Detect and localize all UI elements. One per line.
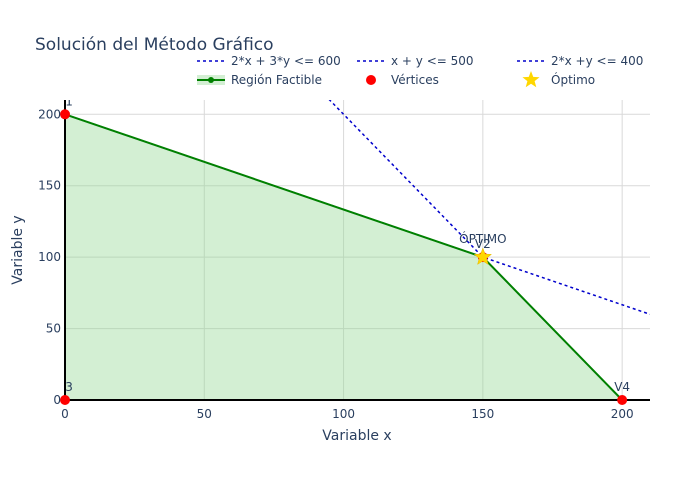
legend-label-feasible: Región Factible — [231, 73, 322, 87]
vertex-marker-v3 — [60, 395, 70, 405]
clipped-fill — [65, 114, 623, 400]
vertex-label-v2: V2 — [475, 237, 491, 251]
y-tick-label: 100 — [38, 250, 61, 264]
vertex-label-v3: V3 — [57, 380, 73, 394]
x-tick-label: 0 — [61, 407, 69, 421]
legend-label-constraint-2: x + y <= 500 — [391, 54, 474, 68]
vertex-label-v4: V4 — [614, 380, 630, 394]
legend-label-optimum: Óptimo — [551, 72, 595, 87]
legend[interactable]: 2*x + 3*y <= 600 x + y <= 500 2*x +y <= 40… — [197, 54, 643, 88]
y-tick-label: 150 — [38, 179, 61, 193]
annotations: V1 V2 V3 V4 ÓPTIMO — [57, 94, 630, 394]
legend-label-constraint-3: 2*x +y <= 400 — [551, 54, 643, 68]
legend-swatch-vertices — [366, 75, 376, 85]
y-tick-label: 0 — [53, 393, 61, 407]
x-tick-label: 100 — [332, 407, 355, 421]
feasible-region-area — [65, 114, 623, 400]
x-tick-label: 150 — [471, 407, 494, 421]
clipped-labels: V1 V2 V3 V4 ÓPTIMO — [57, 94, 630, 394]
feasible-region-fill — [65, 114, 623, 400]
legend-label-vertices: Vértices — [391, 73, 439, 87]
optimum-label: ÓPTIMO — [459, 231, 506, 246]
vertex-markers — [60, 109, 628, 405]
vertex-marker-v1 — [60, 109, 70, 120]
vertex-label-v1: V1 — [57, 94, 73, 108]
y-tick-label: 200 — [38, 107, 61, 121]
y-tick-label: 50 — [46, 322, 61, 336]
x-tick-label: 200 — [611, 407, 634, 421]
vertex-marker-v4 — [617, 395, 628, 405]
chart-title: Solución del Método Gráfico — [35, 35, 274, 55]
y-axis-title: Variable y — [10, 215, 26, 284]
legend-swatch-feasible-marker — [208, 77, 214, 83]
legend-label-constraint-1: 2*x + 3*y <= 600 — [231, 54, 341, 68]
x-axis-title: Variable x — [322, 428, 391, 444]
optimum-star — [473, 247, 493, 265]
x-tick-label: 50 — [197, 407, 212, 421]
legend-swatch-optimum — [522, 71, 540, 88]
axes — [64, 100, 650, 401]
tick-labels: 0 50 100 150 200 0 50 100 150 200 — [38, 107, 634, 421]
